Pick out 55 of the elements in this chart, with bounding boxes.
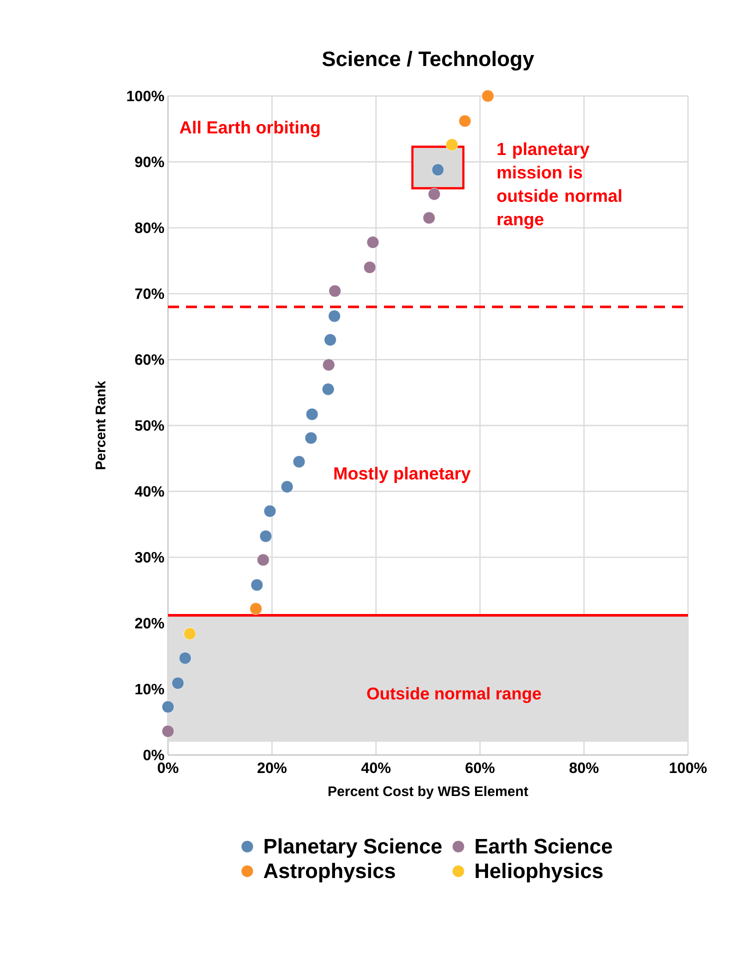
band-label: Outside normal range <box>367 687 541 703</box>
y-tick-label: 80% <box>135 222 164 234</box>
y-tick-label: 90% <box>135 156 164 168</box>
point <box>432 164 444 176</box>
x-axis-title: Percent Cost by WBS Element <box>328 786 528 799</box>
point <box>328 284 342 298</box>
point <box>280 480 294 493</box>
point <box>324 334 336 346</box>
point <box>328 310 341 322</box>
point <box>322 383 334 396</box>
legend-label: Astrophysics <box>264 862 395 882</box>
x-tick-label: 0% <box>158 762 178 774</box>
point <box>446 138 458 151</box>
point <box>256 554 270 566</box>
chart-title: Science / Technology <box>322 50 534 70</box>
point <box>250 602 262 615</box>
point <box>260 530 272 542</box>
x-tick-label: 80% <box>570 762 599 774</box>
x-tick-label: 20% <box>258 762 287 774</box>
point <box>172 676 184 690</box>
point <box>162 700 174 714</box>
x-tick-label: 60% <box>466 762 495 774</box>
y-tick-label: 100% <box>127 90 164 102</box>
point <box>364 261 376 274</box>
y-tick-label: 40% <box>134 486 164 497</box>
y-tick-label: 10% <box>136 684 164 694</box>
annotation: 1 planetary mission is outside normal range <box>497 142 622 229</box>
point <box>292 456 306 468</box>
y-tick-label: 0% <box>143 750 164 760</box>
legend-label: Heliophysics <box>476 862 603 882</box>
y-tick-label: 60% <box>135 354 164 365</box>
point <box>422 212 436 224</box>
point <box>428 188 440 200</box>
point <box>482 90 494 102</box>
x-tick-label: 100% <box>670 762 707 774</box>
annotation: All Earth orbiting <box>180 120 320 138</box>
point <box>264 504 276 518</box>
point <box>184 628 196 640</box>
y-tick-label: 50% <box>135 420 164 431</box>
annotation: Mostly planetary <box>334 466 471 484</box>
y-tick-label: 70% <box>135 288 164 299</box>
point <box>162 725 174 738</box>
point <box>178 652 192 664</box>
point <box>366 236 380 248</box>
point <box>250 578 264 592</box>
y-tick-label: 20% <box>135 618 164 628</box>
legend-label: Earth Science <box>476 838 612 854</box>
point <box>304 432 318 444</box>
point <box>322 358 335 372</box>
point <box>458 114 472 128</box>
y-axis-title: Percent Rank <box>95 380 106 470</box>
y-tick-label: 30% <box>134 552 164 563</box>
legend-label: Planetary Science <box>264 838 442 858</box>
point <box>306 408 318 420</box>
x-tick-label: 40% <box>361 762 391 774</box>
